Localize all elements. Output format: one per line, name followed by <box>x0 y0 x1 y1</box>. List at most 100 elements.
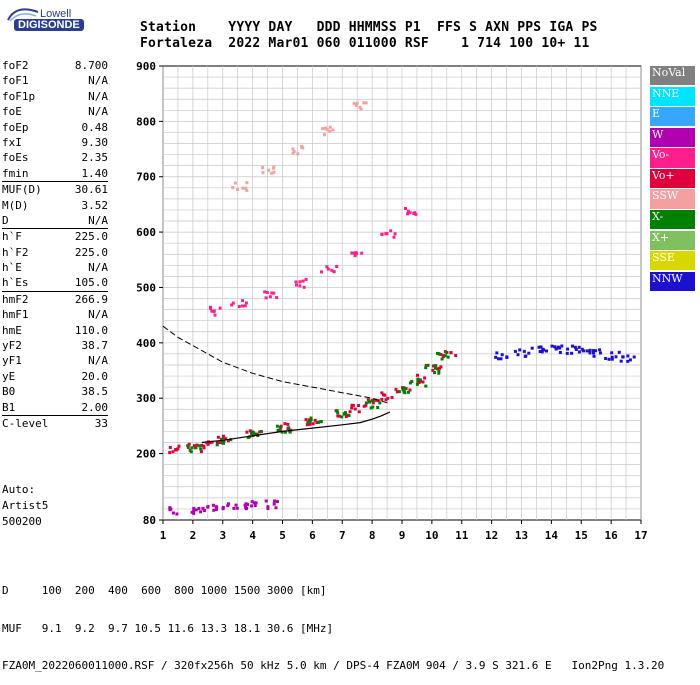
param-value: 38.7 <box>81 339 109 353</box>
legend-item: NNE <box>650 86 695 106</box>
echo-point <box>436 352 440 355</box>
echo-point <box>384 398 388 402</box>
param-row: B1 2.00 <box>2 400 108 415</box>
echo-point <box>304 277 308 281</box>
x-tick-label: 14 <box>545 529 559 542</box>
echo-point <box>335 265 339 268</box>
echo-point <box>168 451 172 455</box>
header-column-labels: Station YYYY DAY DDD HHMMSS P1 FFS S AXN… <box>140 20 598 35</box>
echo-point <box>626 354 630 358</box>
echo-point <box>558 351 562 354</box>
param-value: 0.48 <box>81 120 109 134</box>
echo-point <box>200 443 204 447</box>
y-tick-label: 900 <box>136 60 156 73</box>
param-label: B1 <box>2 400 16 414</box>
echo-point <box>414 212 418 216</box>
echo-point <box>619 359 623 363</box>
echo-point <box>360 251 364 255</box>
echo-point <box>386 396 390 400</box>
param-row: C-level 33 <box>2 414 108 431</box>
echo-point <box>524 354 528 358</box>
echo-point <box>326 267 330 271</box>
param-value: 38.5 <box>81 385 109 399</box>
echo-point <box>300 145 304 149</box>
echo-point <box>234 503 238 507</box>
polarization-legend: NoVal NNE E W Vo- Vo+ SSW X- X+ SSE NNW <box>650 66 695 292</box>
x-tick-label: 12 <box>485 529 498 542</box>
echo-point <box>313 418 317 422</box>
echo-point <box>218 306 222 310</box>
logo-line1: Lowell <box>40 8 72 20</box>
param-value: N/A <box>88 74 108 88</box>
echo-point <box>418 378 422 382</box>
x-tick-label: 8 <box>369 529 376 542</box>
echo-point <box>554 347 558 351</box>
echo-point <box>335 409 339 413</box>
echo-point <box>353 407 357 411</box>
echo-point <box>378 401 382 405</box>
y-tick-label: 700 <box>136 171 156 184</box>
echo-point <box>278 428 282 431</box>
param-label: foE <box>2 105 22 119</box>
echo-point <box>395 390 399 394</box>
echo-point <box>380 391 384 395</box>
x-tick-label: 16 <box>605 529 619 542</box>
param-row: MUF(D) 30.61 <box>2 181 108 197</box>
param-value: N/A <box>88 105 108 119</box>
x-tick-label: 13 <box>515 529 528 542</box>
echo-point <box>431 368 435 372</box>
echo-point <box>357 410 361 414</box>
echo-point <box>190 510 194 514</box>
echo-point <box>233 181 237 185</box>
echo-point <box>573 345 577 349</box>
echo-point <box>415 382 419 386</box>
y-tick-label: 300 <box>136 392 156 405</box>
param-label: foEs <box>2 151 29 165</box>
echo-point <box>254 501 258 505</box>
echo-point <box>527 351 531 355</box>
x-tick-label: 17 <box>634 529 647 542</box>
echo-point <box>266 507 270 510</box>
echo-point <box>321 127 325 131</box>
echo-point <box>199 510 203 514</box>
echo-point <box>305 423 309 427</box>
echo-point <box>309 417 313 421</box>
echo-point <box>424 366 428 370</box>
echo-point <box>276 428 280 432</box>
echo-point <box>232 506 236 510</box>
echo-point <box>241 304 244 308</box>
echo-point <box>216 435 220 439</box>
logo-swoosh-icon <box>7 8 39 22</box>
echo-point <box>406 212 410 216</box>
echo-point <box>344 415 348 418</box>
file-info-row: FZA0M_2022060011000.RSF / 320fx256h 50 k… <box>2 659 665 672</box>
echo-point <box>397 390 401 394</box>
echo-point <box>237 305 241 308</box>
echo-point <box>236 188 239 191</box>
echo-point <box>545 349 548 353</box>
param-label: fxI <box>2 135 22 149</box>
echo-point <box>337 414 341 418</box>
echo-point <box>175 512 179 516</box>
echo-point <box>592 351 595 355</box>
echo-point <box>389 229 393 233</box>
echo-point <box>604 357 608 360</box>
echo-point <box>266 505 270 509</box>
param-value: 225.0 <box>74 245 108 259</box>
param-value: 8.700 <box>74 59 108 72</box>
echo-point <box>431 364 435 368</box>
echo-point <box>570 351 574 355</box>
param-row: M(D) 3.52 <box>2 198 108 213</box>
param-label: yF1 <box>2 354 22 368</box>
y-tick-label: 800 <box>136 115 156 128</box>
echo-point <box>610 357 614 361</box>
param-value: 30.61 <box>74 183 108 197</box>
echo-point <box>245 188 249 192</box>
echo-point <box>407 390 410 394</box>
echo-point <box>550 344 554 348</box>
echo-point <box>540 350 544 354</box>
echo-point <box>352 101 356 105</box>
echo-point <box>206 442 210 446</box>
echo-point <box>566 347 570 351</box>
param-value: 266.9 <box>74 292 108 306</box>
